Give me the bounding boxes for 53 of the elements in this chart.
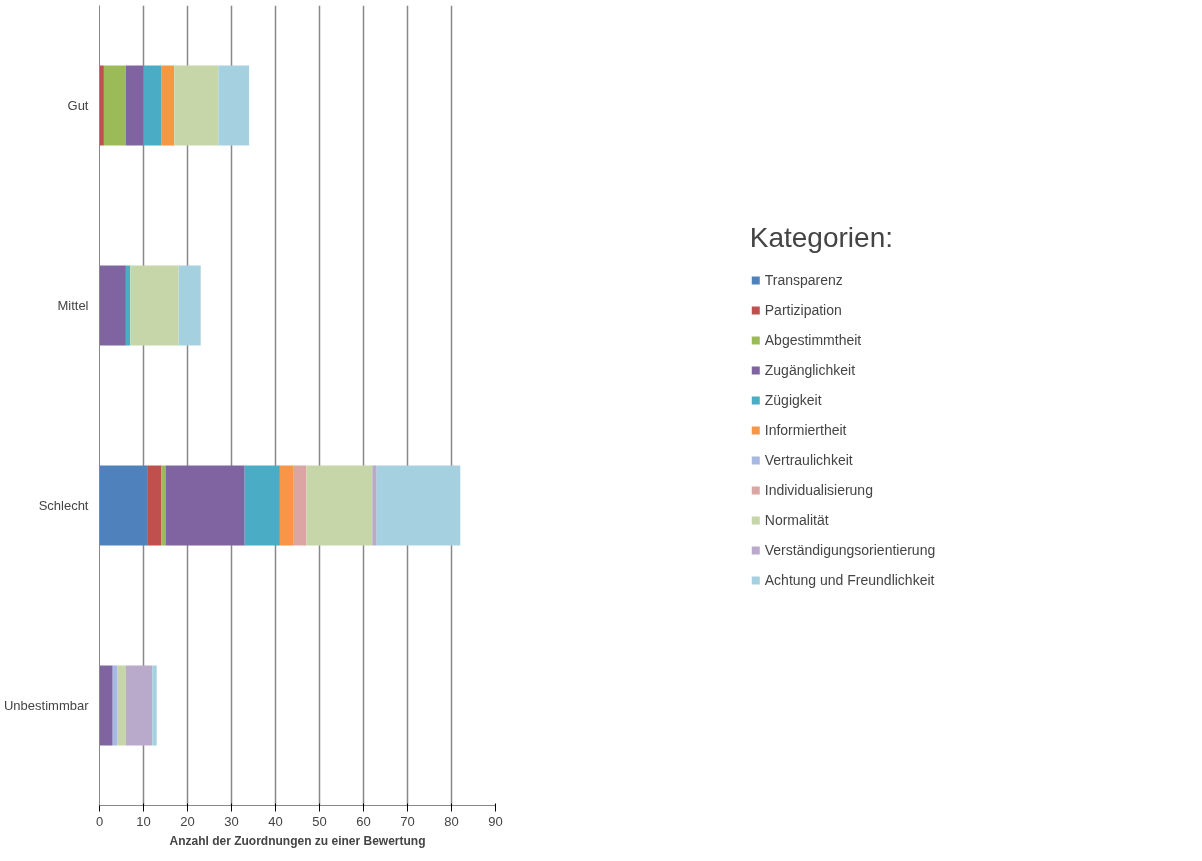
bar xyxy=(161,65,175,146)
bar xyxy=(125,665,153,746)
x-tick-label: 80 xyxy=(444,813,459,829)
x-tick-label: 50 xyxy=(312,813,327,829)
legend-label: Abgestimmtheit xyxy=(764,332,862,348)
x-tick-label: 10 xyxy=(136,813,151,829)
legend-label: Vertraulichkeit xyxy=(764,452,853,468)
bar xyxy=(99,665,113,746)
legend-label: Individualisierung xyxy=(764,482,873,498)
legend-label: Zugänglichkeit xyxy=(764,362,856,378)
bar xyxy=(147,465,162,546)
bar xyxy=(279,465,294,546)
bar xyxy=(161,465,166,546)
bar xyxy=(99,465,148,546)
bar xyxy=(117,665,126,746)
x-axis-title: Anzahl der Zuordnungen zu einer Bewertung xyxy=(169,833,426,848)
bar xyxy=(125,65,144,146)
y-tick-label: Gut xyxy=(67,98,89,113)
legend-label: Normalität xyxy=(764,512,829,528)
bar xyxy=(112,665,118,746)
bar xyxy=(244,465,280,546)
x-tick-label: 40 xyxy=(268,813,283,829)
y-tick-label: Schlecht xyxy=(38,498,89,513)
x-tick-label: 0 xyxy=(95,813,104,829)
y-tick-label: Mittel xyxy=(57,298,89,313)
bar xyxy=(372,465,377,546)
y-tick-label: Unbestimmbar xyxy=(3,698,90,713)
legend-label: Zügigkeit xyxy=(764,392,822,408)
bar xyxy=(99,265,126,346)
bar xyxy=(130,265,179,346)
x-tick-label: 30 xyxy=(224,813,239,829)
bar xyxy=(143,65,162,146)
legend-label: Verständigungsorientierung xyxy=(764,542,936,558)
bar xyxy=(218,65,250,146)
legend-label: Achtung und Freundlichkeit xyxy=(764,572,935,588)
bar xyxy=(99,65,104,146)
bar xyxy=(174,65,219,146)
x-tick-label: 60 xyxy=(356,813,371,829)
x-tick-label: 90 xyxy=(488,813,503,829)
bar xyxy=(376,465,461,546)
bar xyxy=(306,465,373,546)
bar xyxy=(165,465,245,546)
legend-label: Informiertheit xyxy=(764,422,847,438)
bar xyxy=(293,465,307,546)
bar xyxy=(125,265,131,346)
x-tick-label: 70 xyxy=(400,813,415,829)
bar xyxy=(152,665,157,746)
bar xyxy=(103,65,126,146)
x-tick-label: 20 xyxy=(180,813,195,829)
legend-label: Partizipation xyxy=(764,302,842,318)
legend-label: Transparenz xyxy=(764,272,843,288)
bar xyxy=(178,265,201,346)
legend-title: Kategorien: xyxy=(749,222,894,254)
